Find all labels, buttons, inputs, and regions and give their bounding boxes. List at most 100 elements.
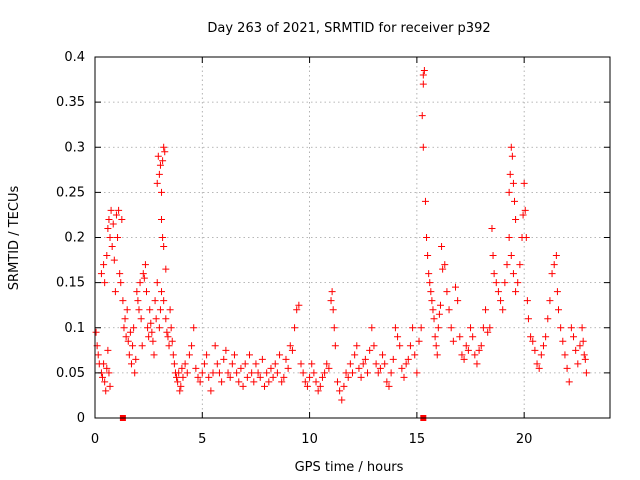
y-tick-label: 0 bbox=[77, 411, 85, 426]
data-point bbox=[548, 270, 556, 278]
data-point bbox=[516, 261, 524, 269]
data-point bbox=[105, 369, 113, 377]
data-point bbox=[284, 364, 292, 372]
data-point bbox=[276, 351, 284, 359]
data-point bbox=[473, 360, 481, 368]
data-point bbox=[185, 351, 193, 359]
data-point bbox=[342, 369, 350, 377]
data-point bbox=[220, 355, 228, 363]
data-point bbox=[228, 360, 236, 368]
data-point bbox=[215, 369, 223, 377]
data-point bbox=[505, 188, 513, 196]
data-point bbox=[409, 324, 417, 332]
data-point bbox=[252, 360, 260, 368]
y-tick-label: 0.05 bbox=[56, 366, 85, 381]
data-point bbox=[196, 378, 204, 386]
data-point bbox=[460, 355, 468, 363]
data-point bbox=[364, 369, 372, 377]
y-tick-label: 0.35 bbox=[56, 95, 85, 110]
data-point bbox=[167, 324, 175, 332]
data-point bbox=[581, 355, 589, 363]
data-point bbox=[116, 270, 124, 278]
data-point bbox=[158, 288, 166, 296]
data-point bbox=[579, 337, 587, 345]
data-point bbox=[383, 378, 391, 386]
data-point bbox=[454, 297, 462, 305]
data-point bbox=[552, 252, 560, 260]
data-point bbox=[374, 369, 382, 377]
data-point bbox=[261, 382, 269, 390]
data-point bbox=[143, 288, 150, 296]
data-point bbox=[102, 387, 110, 395]
data-point bbox=[433, 351, 441, 359]
data-point bbox=[542, 333, 550, 341]
data-point bbox=[387, 369, 395, 377]
data-point bbox=[553, 288, 561, 296]
data-point bbox=[419, 80, 427, 88]
data-point bbox=[561, 351, 569, 359]
data-point bbox=[310, 369, 318, 377]
data-point bbox=[125, 351, 133, 359]
data-point bbox=[535, 364, 543, 372]
data-point bbox=[436, 301, 444, 309]
data-point bbox=[117, 279, 125, 287]
data-point bbox=[424, 252, 432, 260]
data-point bbox=[97, 270, 105, 278]
data-point bbox=[523, 297, 531, 305]
data-point bbox=[492, 279, 500, 287]
data-point bbox=[121, 315, 129, 323]
data-point bbox=[438, 243, 446, 251]
data-point bbox=[248, 369, 256, 377]
data-points bbox=[92, 67, 590, 421]
data-point bbox=[239, 382, 247, 390]
data-point bbox=[563, 364, 571, 372]
data-point bbox=[503, 261, 511, 269]
x-axis-label: GPS time / hours bbox=[295, 460, 404, 475]
data-point bbox=[533, 360, 541, 368]
data-point bbox=[559, 337, 567, 345]
data-point bbox=[327, 297, 335, 305]
data-point bbox=[325, 364, 333, 372]
x-tick-label: 0 bbox=[91, 432, 99, 447]
data-point bbox=[441, 261, 449, 269]
data-point bbox=[574, 360, 582, 368]
data-point bbox=[511, 197, 519, 205]
data-point bbox=[512, 215, 520, 223]
data-point bbox=[286, 342, 294, 350]
data-point bbox=[108, 243, 116, 251]
data-point bbox=[572, 346, 580, 354]
y-tick-label: 0.4 bbox=[64, 50, 85, 65]
data-point bbox=[226, 373, 234, 381]
data-point bbox=[139, 270, 147, 278]
data-point bbox=[192, 364, 200, 372]
data-point bbox=[158, 215, 166, 223]
data-point bbox=[146, 306, 154, 314]
data-point bbox=[147, 319, 155, 327]
data-point bbox=[297, 360, 305, 368]
data-point bbox=[353, 342, 361, 350]
data-point bbox=[330, 324, 338, 332]
data-point bbox=[224, 369, 232, 377]
data-point bbox=[107, 206, 115, 214]
data-point bbox=[329, 306, 337, 314]
data-point bbox=[288, 346, 296, 354]
data-point bbox=[161, 148, 169, 156]
data-point bbox=[351, 351, 359, 359]
data-point bbox=[452, 283, 459, 291]
data-point bbox=[152, 315, 160, 323]
data-point bbox=[426, 279, 434, 287]
data-point bbox=[200, 360, 208, 368]
data-point bbox=[550, 261, 558, 269]
data-point bbox=[211, 342, 219, 350]
data-point bbox=[109, 220, 117, 228]
data-point bbox=[190, 324, 198, 332]
data-point bbox=[394, 333, 402, 341]
data-point bbox=[415, 337, 423, 345]
data-point bbox=[136, 279, 144, 287]
data-point bbox=[413, 369, 421, 377]
data-point bbox=[150, 351, 158, 359]
data-point bbox=[101, 378, 109, 386]
data-point bbox=[124, 337, 132, 345]
data-point bbox=[582, 369, 590, 377]
data-point bbox=[539, 342, 547, 350]
